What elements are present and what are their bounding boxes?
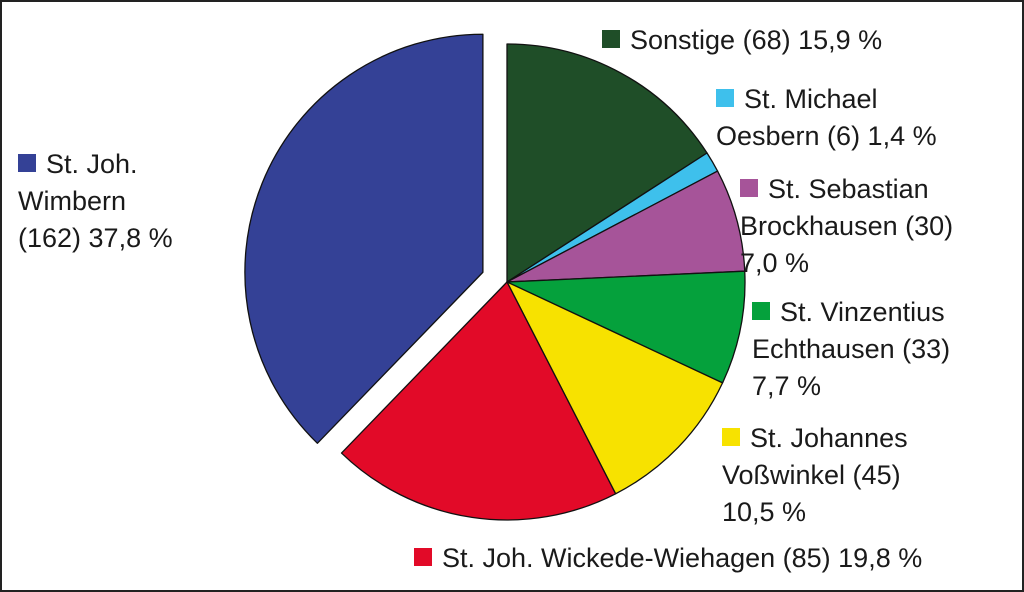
legend-swatch: [752, 302, 770, 320]
pie-slice-st-joh-wimbern: [244, 33, 484, 444]
legend-label-text: 7,0 %: [740, 248, 810, 278]
legend-label-st-michael-oesbern: St. Michael Oesbern (6) 1,4 %: [716, 81, 937, 155]
legend-label-text: 10,5 %: [722, 497, 807, 527]
legend-swatch: [602, 30, 620, 48]
legend-label-line: 7,7 %: [752, 368, 950, 405]
pie-slice-st-vinzentius-echthausen: [506, 270, 746, 384]
legend-label-text: St. Joh. Wickede-Wiehagen (85) 19,8 %: [442, 543, 923, 573]
legend-label-sonstige: Sonstige (68) 15,9 %: [602, 22, 882, 59]
legend-label-st-johannes-vosswinkel: St. Johannes Voßwinkel (45) 10,5 %: [722, 420, 908, 531]
legend-label-line: St. Joh.: [18, 146, 173, 183]
legend-label-line: St. Vinzentius: [752, 294, 950, 331]
legend-label-text: Voßwinkel (45): [722, 460, 901, 490]
legend-label-line: 10,5 %: [722, 494, 908, 531]
legend-label-line: Brockhausen (30): [740, 208, 953, 245]
pie-slice-st-johannes-vosswinkel: [506, 281, 724, 495]
legend-label-st-vinzentius-echthausen: St. Vinzentius Echthausen (33) 7,7 %: [752, 294, 950, 405]
legend-label-text: Wimbern: [18, 186, 127, 216]
legend-label-line: Sonstige (68) 15,9 %: [602, 22, 882, 59]
legend-label-line: (162) 37,8 %: [18, 220, 173, 257]
pie-slice-st-sebastian-brockhausen: [506, 170, 746, 283]
legend-label-line: 7,0 %: [740, 245, 953, 282]
legend-label-text: St. Vinzentius: [780, 297, 945, 327]
legend-label-line: St. Johannes: [722, 420, 908, 457]
pie-slice-st-joh-wickede-wiehagen: [340, 281, 617, 521]
legend-label-text: Echthausen (33): [752, 334, 951, 364]
legend-label-line: St. Michael: [716, 81, 937, 118]
legend-label-line: St. Joh. Wickede-Wiehagen (85) 19,8 %: [414, 540, 922, 577]
legend-label-line: Oesbern (6) 1,4 %: [716, 118, 937, 155]
legend-label-st-joh-wimbern: St. Joh. Wimbern (162) 37,8 %: [18, 146, 173, 257]
legend-swatch: [414, 548, 432, 566]
legend-label-line: Voßwinkel (45): [722, 457, 908, 494]
legend-label-text: (162) 37,8 %: [18, 223, 173, 253]
legend-label-text: 7,7 %: [752, 371, 822, 401]
legend-label-st-sebastian-brockhausen: St. Sebastian Brockhausen (30) 7,0 %: [740, 171, 953, 282]
legend-label-line: Echthausen (33): [752, 331, 950, 368]
legend-label-line: Wimbern: [18, 183, 173, 220]
legend-label-text: St. Sebastian: [768, 174, 929, 204]
legend-label-text: St. Joh.: [46, 149, 138, 179]
legend-swatch: [722, 428, 740, 446]
legend-label-text: Brockhausen (30): [740, 211, 954, 241]
pie-slice-sonstige: [506, 43, 708, 283]
legend-swatch: [740, 179, 758, 197]
legend-swatch: [716, 89, 734, 107]
legend-label-text: Sonstige (68) 15,9 %: [630, 25, 883, 55]
legend-label-text: St. Michael: [744, 84, 878, 114]
legend-label-line: St. Sebastian: [740, 171, 953, 208]
legend-label-text: St. Johannes: [750, 423, 908, 453]
legend-swatch: [18, 154, 36, 172]
legend-label-st-joh-wickede-wiehagen: St. Joh. Wickede-Wiehagen (85) 19,8 %: [414, 540, 922, 577]
legend-label-text: Oesbern (6) 1,4 %: [716, 121, 937, 151]
